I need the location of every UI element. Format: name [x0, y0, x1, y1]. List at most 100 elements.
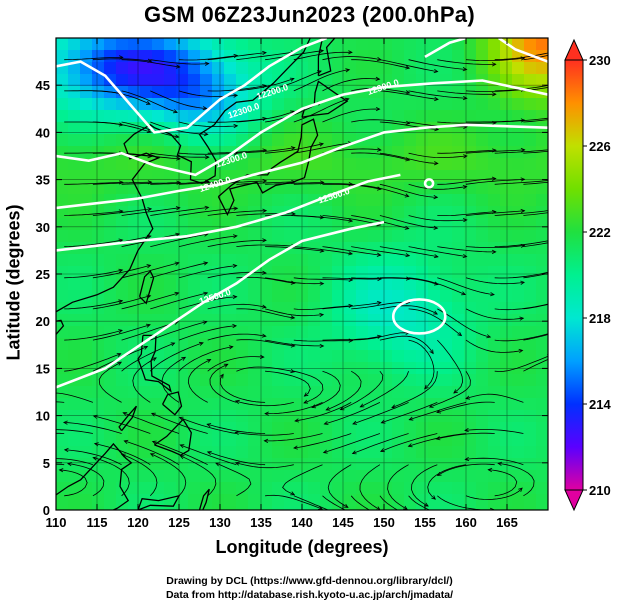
streamline-arrow [233, 53, 239, 59]
field-cell [224, 494, 237, 507]
streamline-arrow [491, 62, 497, 67]
streamline [379, 495, 399, 510]
field-cell [392, 194, 405, 207]
field-cell [320, 254, 333, 267]
field-cell [104, 194, 117, 207]
field-cell [92, 506, 105, 510]
coastline-path [56, 319, 65, 336]
field-cell [416, 230, 429, 243]
colorbar-min-arrow [564, 489, 584, 512]
streamline [387, 464, 409, 510]
field-cell [476, 218, 489, 231]
field-cell [404, 458, 417, 471]
field-cell [380, 254, 393, 267]
streamline-arrow [118, 329, 123, 334]
field-cell [260, 218, 273, 231]
field-cell [488, 290, 501, 303]
field-cell [524, 290, 537, 303]
field-cell [464, 218, 477, 231]
field-cell [284, 74, 297, 87]
field-cell [92, 98, 105, 111]
field-cell [272, 398, 285, 411]
field-cell [320, 242, 333, 255]
streamline [151, 412, 208, 434]
field-cell [380, 62, 393, 75]
field-cell [236, 38, 249, 51]
streamline [437, 211, 496, 216]
streamline [352, 433, 409, 454]
field-cell [416, 110, 429, 123]
field-cell [116, 134, 129, 147]
field-cell [416, 38, 429, 51]
field-cell [344, 470, 357, 483]
field-cell [380, 482, 393, 495]
field-cell [392, 230, 405, 243]
field-cell [512, 62, 525, 75]
streamline [64, 57, 123, 61]
field-cell [344, 326, 357, 339]
field-cell [332, 482, 345, 495]
field-cell [416, 242, 429, 255]
field-cell [380, 134, 393, 147]
streamline [67, 463, 105, 497]
coastline-path [138, 270, 155, 305]
field-cell [488, 302, 501, 315]
field-cell [440, 230, 453, 243]
field-cell [308, 338, 321, 351]
field-cell [92, 254, 105, 267]
field-cell [248, 422, 261, 435]
field-cell [176, 350, 189, 363]
field-cell [524, 218, 537, 231]
field-cell [140, 434, 153, 447]
field-cell [56, 122, 69, 135]
field-cell [404, 470, 417, 483]
field-cell [416, 98, 429, 111]
field-cell [428, 446, 441, 459]
field-cell [200, 470, 213, 483]
field-cell [512, 482, 525, 495]
field-cell [56, 230, 69, 243]
field-cell [416, 410, 429, 423]
streamline-arrow [219, 373, 224, 379]
field-cell [440, 338, 453, 351]
field-cell [236, 494, 249, 507]
field-cell [248, 38, 261, 51]
streamline-arrow [433, 281, 439, 286]
field-cell [236, 374, 249, 387]
streamline-arrow [376, 186, 382, 191]
field-cell [140, 482, 153, 495]
field-cell [212, 506, 225, 510]
field-cell [404, 434, 417, 447]
field-cell [164, 302, 177, 315]
field-cell [500, 242, 513, 255]
field-cell [272, 134, 285, 147]
field-cell [452, 194, 465, 207]
colorbar-label: 226 [589, 139, 611, 154]
field-cell [536, 386, 548, 399]
height-contour [498, 38, 548, 63]
streamline-arrow [261, 333, 267, 338]
field-cell [320, 122, 333, 135]
field-cell [260, 410, 273, 423]
streamline [523, 304, 548, 310]
field-cell [188, 62, 201, 75]
field-cell [452, 98, 465, 111]
streamline [207, 303, 266, 310]
field-cell [236, 470, 249, 483]
field-cell [476, 38, 489, 51]
field-cell [536, 38, 548, 51]
streamline [180, 455, 217, 497]
field-cell [80, 62, 93, 75]
field-cell [380, 338, 393, 351]
field-cell [308, 62, 321, 75]
field-cell [260, 326, 273, 339]
field-cell [536, 62, 548, 75]
field-cell [476, 386, 489, 399]
field-cell [140, 398, 153, 411]
field-cell [392, 74, 405, 87]
streamline-arrow [486, 334, 492, 339]
field-cell [440, 158, 453, 171]
streamline [494, 271, 548, 279]
field-cell [80, 338, 93, 351]
field-cell [524, 182, 537, 195]
